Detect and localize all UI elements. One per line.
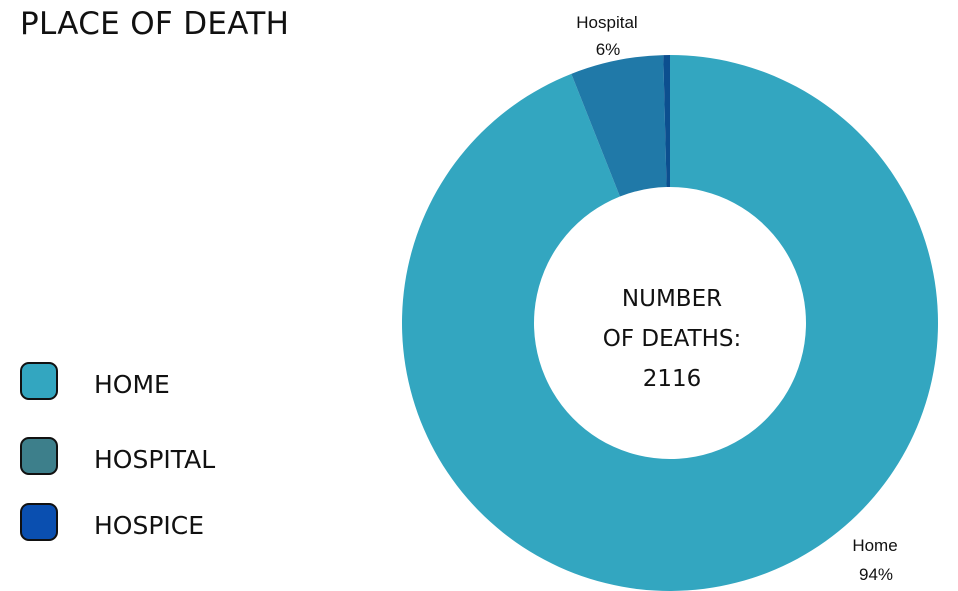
slice-label-hospital: Hospital 6%: [576, 13, 637, 59]
slice-label-hospital-name: Hospital: [576, 13, 637, 32]
center-line-total: 2116: [643, 366, 702, 392]
center-line-of-deaths: OF DEATHS:: [603, 326, 742, 352]
slice-label-home: Home 94%: [852, 536, 897, 584]
slice-label-home-name: Home: [852, 536, 897, 555]
slice-label-hospital-value: 6%: [596, 40, 621, 59]
center-line-number: NUMBER: [622, 286, 722, 312]
donut-center-text: NUMBER OF DEATHS: 2116: [603, 286, 742, 392]
slice-label-home-value: 94%: [859, 565, 893, 584]
donut-slices: [402, 55, 938, 591]
